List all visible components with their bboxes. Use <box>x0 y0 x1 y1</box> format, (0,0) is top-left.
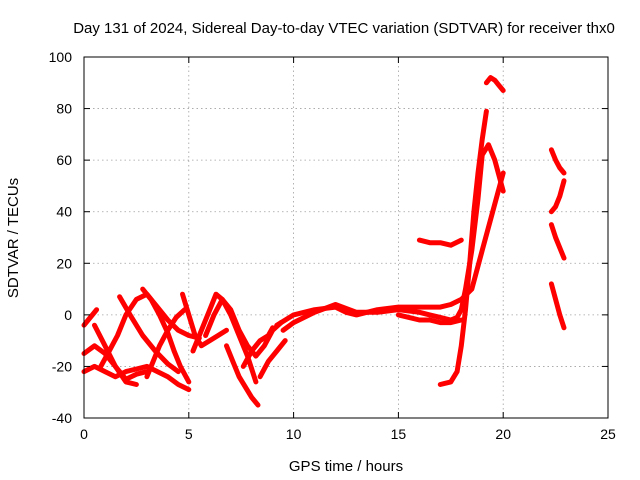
y-tick-label: 80 <box>56 101 72 117</box>
tick-layer: 0 5 10 15 20 25 -40 -20 0 20 40 60 80 100 <box>49 49 616 442</box>
y-axis-label: SDTVAR / TECUs <box>5 178 22 298</box>
y-tick-label: -40 <box>52 410 72 426</box>
series-trace-s17 <box>395 312 464 326</box>
series-trace-s21 <box>548 147 567 176</box>
y-tick-label: 40 <box>56 204 72 220</box>
x-tick-label: 20 <box>495 426 511 442</box>
x-tick-label: 5 <box>185 426 193 442</box>
y-tick-label: 100 <box>49 49 73 65</box>
x-tick-label: 15 <box>391 426 407 442</box>
series-trace-s9 <box>180 291 229 349</box>
series-trace-s22 <box>548 178 567 215</box>
y-tick-label: 0 <box>64 307 72 323</box>
y-tick-label: 20 <box>56 255 72 271</box>
series-trace-s18 <box>416 237 464 248</box>
series-trace-s8 <box>144 307 188 380</box>
series-trace-s6 <box>117 294 181 375</box>
series-trace-s20 <box>483 75 506 93</box>
series-trace-s4 <box>92 322 139 387</box>
series-trace-s23 <box>548 222 567 261</box>
x-tick-label: 10 <box>286 426 302 442</box>
series-trace-s13 <box>240 325 276 369</box>
series-trace-s12 <box>224 343 261 408</box>
series-trace-s1 <box>81 363 192 393</box>
series-trace-s3 <box>81 307 100 328</box>
grid-layer <box>83 56 609 419</box>
series-layer <box>81 75 567 408</box>
series-trace-s10 <box>190 291 259 385</box>
x-axis-label: GPS time / hours <box>289 458 403 475</box>
y-tick-label: -20 <box>52 358 72 374</box>
series-trace-s14 <box>257 338 288 380</box>
plot-frame <box>83 56 609 419</box>
chart-title: Day 131 of 2024, Sidereal Day-to-day VTE… <box>73 20 615 37</box>
series-trace-s24 <box>548 281 567 331</box>
series-trace-s19 <box>437 108 489 387</box>
y-tick-label: 60 <box>56 152 72 168</box>
x-tick-label: 25 <box>600 426 616 442</box>
x-tick-label: 0 <box>80 426 88 442</box>
